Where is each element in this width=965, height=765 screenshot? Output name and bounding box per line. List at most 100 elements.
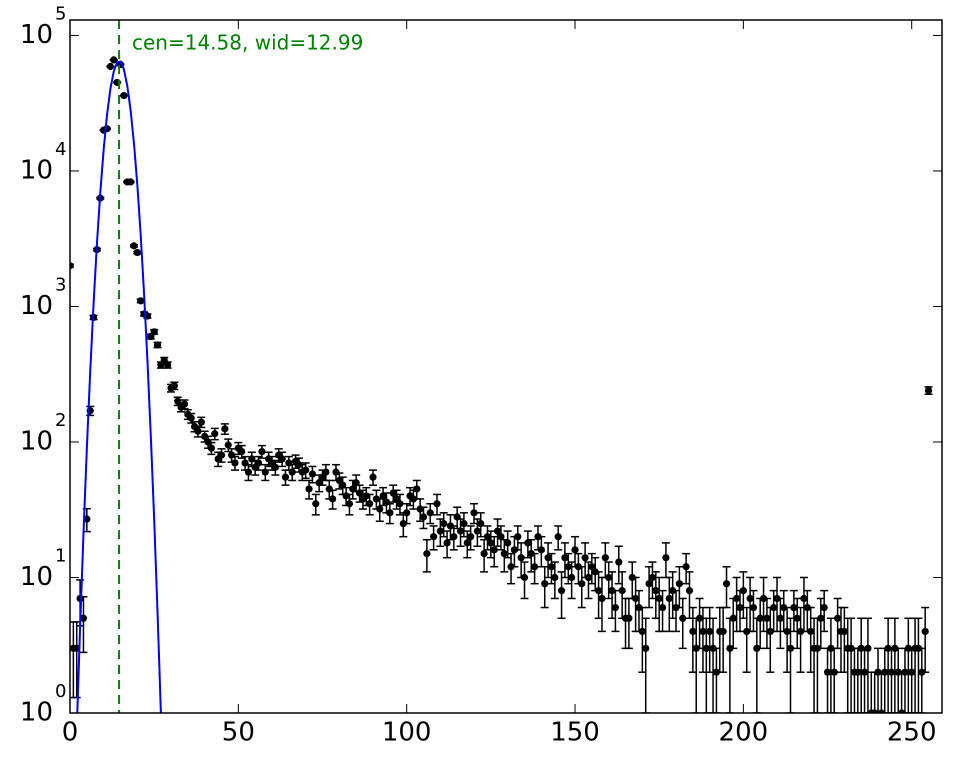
data-point: [480, 550, 488, 558]
error-point: [308, 465, 317, 484]
error-point: [624, 597, 633, 650]
data-point: [921, 627, 929, 636]
error-point: [466, 525, 475, 551]
error-point: [321, 463, 330, 482]
data-point: [544, 554, 552, 562]
data-point: [382, 498, 391, 506]
data-point: [618, 587, 626, 595]
data-point: [547, 563, 556, 571]
data-point: [355, 489, 364, 497]
data-point: [840, 627, 848, 636]
data-point: [770, 603, 778, 612]
data-point: [261, 468, 269, 476]
data-point: [719, 627, 727, 636]
y-tick-exponent: 4: [55, 139, 66, 160]
data-point: [211, 430, 219, 438]
data-point: [820, 603, 828, 612]
error-point: [197, 416, 206, 429]
data-point: [342, 492, 350, 500]
error-point: [779, 589, 788, 633]
y-tick-exponent: 5: [55, 3, 66, 24]
error-point: [554, 525, 563, 551]
data-point: [430, 533, 438, 541]
data-point: [817, 614, 825, 622]
data-point: [699, 627, 707, 636]
error-point: [328, 489, 337, 510]
data-point: [221, 425, 229, 433]
data-point: [702, 644, 710, 652]
data-point: [362, 492, 370, 500]
data-point: [187, 414, 195, 422]
data-point: [564, 563, 572, 571]
data-point: [281, 473, 290, 481]
data-point: [164, 361, 172, 369]
error-point: [853, 647, 862, 713]
data-point: [783, 627, 791, 636]
data-point: [110, 56, 118, 64]
data-point: [749, 603, 758, 612]
data-point: [440, 519, 448, 528]
data-point: [450, 533, 458, 541]
data-point: [194, 427, 202, 435]
data-point: [278, 455, 286, 463]
error-point: [476, 512, 485, 538]
data-point: [854, 668, 862, 676]
error-point: [153, 341, 162, 349]
data-point: [786, 644, 795, 652]
data-point: [305, 485, 313, 493]
plot-frame: [69, 19, 943, 714]
y-tick-exponent: 2: [55, 410, 66, 431]
data-point: [807, 627, 815, 636]
data-point: [746, 594, 754, 603]
data-point: [722, 580, 731, 588]
error-point: [301, 462, 310, 479]
error-point: [470, 503, 479, 525]
error-point: [305, 479, 314, 500]
error-point: [678, 597, 687, 650]
data-point: [217, 451, 226, 459]
error-point: [365, 493, 374, 516]
data-point: [514, 533, 522, 541]
error-point: [163, 361, 172, 369]
data-point: [517, 554, 525, 562]
y-tick-label: 10: [20, 291, 53, 321]
error-point: [685, 571, 694, 620]
data-point: [244, 468, 253, 476]
error-point: [70, 262, 74, 270]
error-point: [119, 91, 128, 100]
error-point: [150, 328, 159, 336]
error-point: [422, 538, 431, 573]
data-point: [605, 573, 613, 582]
error-point: [921, 606, 930, 673]
data-point: [655, 594, 663, 603]
error-point: [429, 525, 438, 551]
error-point: [187, 412, 196, 424]
data-point: [254, 459, 263, 467]
error-point: [584, 561, 593, 600]
data-point: [133, 248, 141, 257]
data-point: [436, 527, 444, 535]
data-point: [207, 444, 216, 452]
error-point: [271, 459, 280, 476]
y-tick-label: 10: [20, 698, 53, 728]
error-point: [799, 576, 808, 633]
error-point: [658, 589, 667, 633]
data-point: [238, 447, 246, 456]
data-point: [682, 563, 690, 571]
data-point: [675, 580, 683, 588]
data-point: [349, 485, 357, 493]
data-point: [662, 554, 670, 562]
data-point: [648, 573, 657, 582]
data-point: [369, 473, 377, 481]
data-point: [483, 533, 492, 541]
data-point: [625, 614, 633, 622]
data-point: [302, 466, 310, 474]
data-point: [739, 587, 747, 595]
error-point: [432, 493, 441, 516]
error-point: [106, 62, 115, 71]
error-point: [490, 535, 499, 568]
data-point: [419, 513, 428, 521]
annotation: cen=14.58, wid=12.99: [132, 31, 363, 55]
fit-line: [76, 60, 162, 713]
data-point: [588, 563, 596, 571]
